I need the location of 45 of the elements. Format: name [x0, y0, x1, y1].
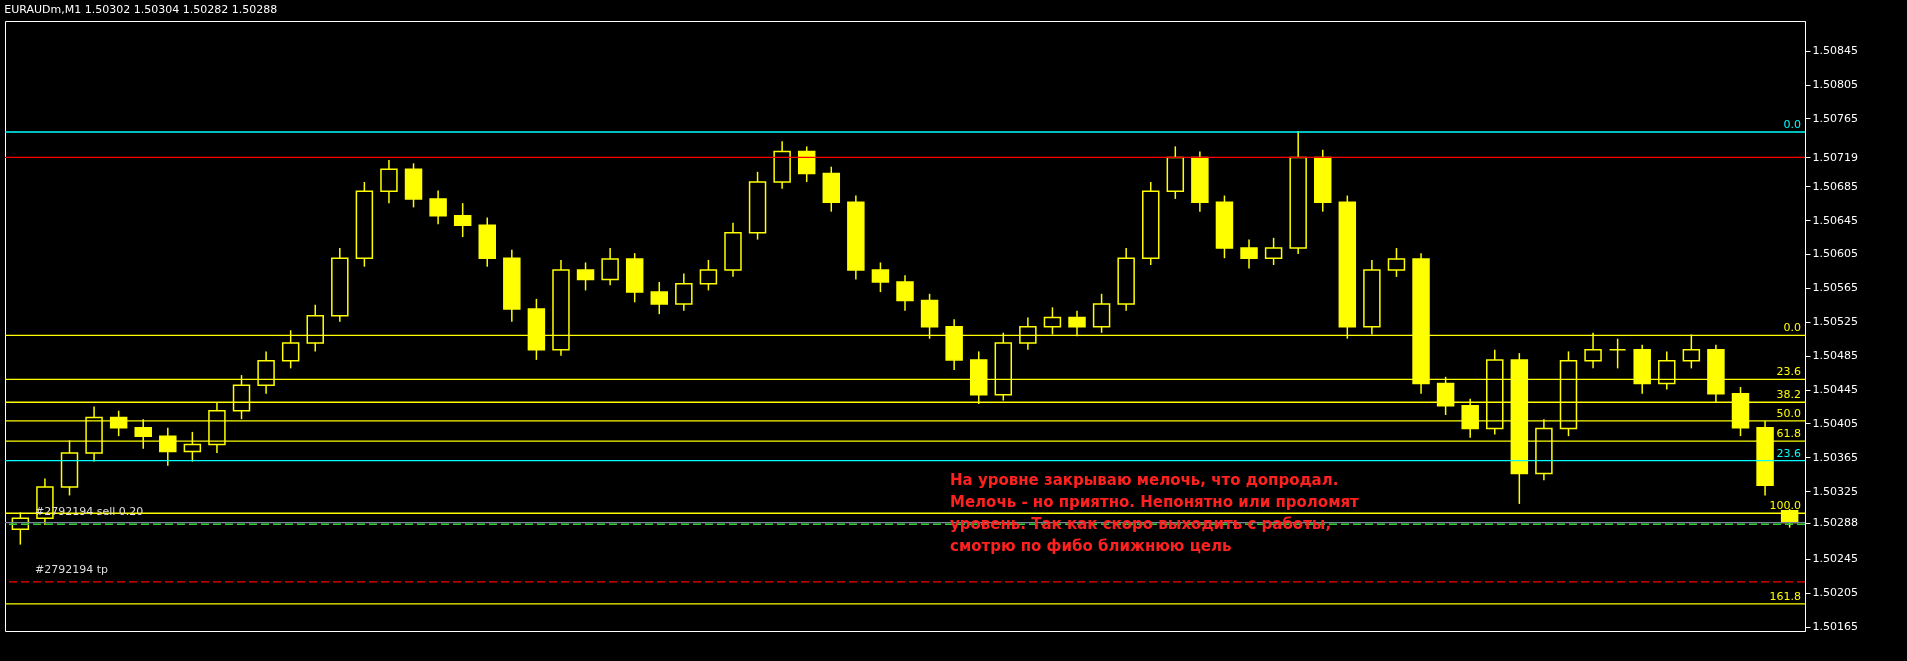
y-tick-label: 1.50565: [1812, 281, 1858, 295]
candlestick: [1387, 247, 1406, 278]
candlestick: [601, 247, 619, 287]
annotation: 38.2: [1776, 388, 1801, 402]
y-tick-label: 1.50805: [1812, 78, 1858, 92]
candlestick: [1264, 237, 1283, 266]
y-tick-label: 1.50205: [1812, 586, 1858, 600]
y-tick-label: 1.50719: [1812, 150, 1858, 164]
y-tick-label: 1.50485: [1812, 349, 1858, 363]
annotation: 0.0: [1783, 321, 1801, 335]
y-tick-label: 1.50405: [1812, 416, 1858, 430]
y-tick-label: 1.50288: [1812, 516, 1858, 530]
annotation: 0.0: [1783, 117, 1801, 131]
y-tick-label: 1.50645: [1812, 213, 1858, 227]
candlestick: [1608, 337, 1627, 370]
y-tick-label: 1.50245: [1812, 552, 1858, 566]
annotation: 61.8: [1776, 427, 1801, 441]
annotation: 50.0: [1776, 406, 1801, 420]
candlestick: [429, 189, 447, 226]
y-tick-label: 1.50445: [1812, 383, 1858, 397]
y-tick-label: 1.50685: [1812, 179, 1858, 193]
candlestick: [675, 272, 693, 312]
ref-line-label: #2792194 tp: [35, 562, 109, 576]
candlestick: [1240, 238, 1258, 270]
candlestick: [650, 281, 668, 315]
annotation: 23.6: [1776, 446, 1801, 460]
y-tick-label: 1.50765: [1812, 111, 1858, 125]
y-tick-label: 1.50845: [1812, 44, 1858, 58]
candlestick: [797, 145, 816, 183]
y-tick-label: 1.50165: [1812, 620, 1858, 634]
candlestick: [380, 159, 398, 204]
candlestick: [871, 261, 890, 293]
y-tick-label: 1.50605: [1812, 247, 1858, 261]
annotation: 23.6: [1776, 365, 1801, 379]
annotation: 100.0: [1769, 499, 1801, 513]
candlestick: [453, 202, 472, 238]
y-tick-label: 1.50325: [1812, 484, 1858, 498]
candlestick: [699, 259, 718, 292]
y-tick-label: 1.50365: [1812, 450, 1858, 464]
y-tick-label: 1.50525: [1812, 315, 1858, 329]
candlestick: [576, 261, 595, 292]
chart-title: EURAUDm,M1 1.50302 1.50304 1.50282 1.50288: [4, 3, 278, 16]
candlestick: [896, 274, 914, 312]
annotation: 161.8: [1769, 589, 1801, 603]
candlestick: [1092, 293, 1111, 334]
